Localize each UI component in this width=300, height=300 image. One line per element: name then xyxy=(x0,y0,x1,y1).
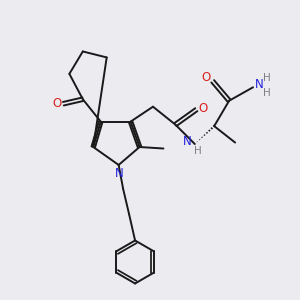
Text: N: N xyxy=(115,167,124,180)
Text: H: H xyxy=(262,73,270,83)
Text: N: N xyxy=(183,135,192,148)
Text: O: O xyxy=(202,71,211,84)
Text: H: H xyxy=(194,146,202,156)
Text: H: H xyxy=(262,88,270,98)
Text: O: O xyxy=(52,97,62,110)
Text: N: N xyxy=(255,78,263,92)
Text: O: O xyxy=(198,102,208,115)
